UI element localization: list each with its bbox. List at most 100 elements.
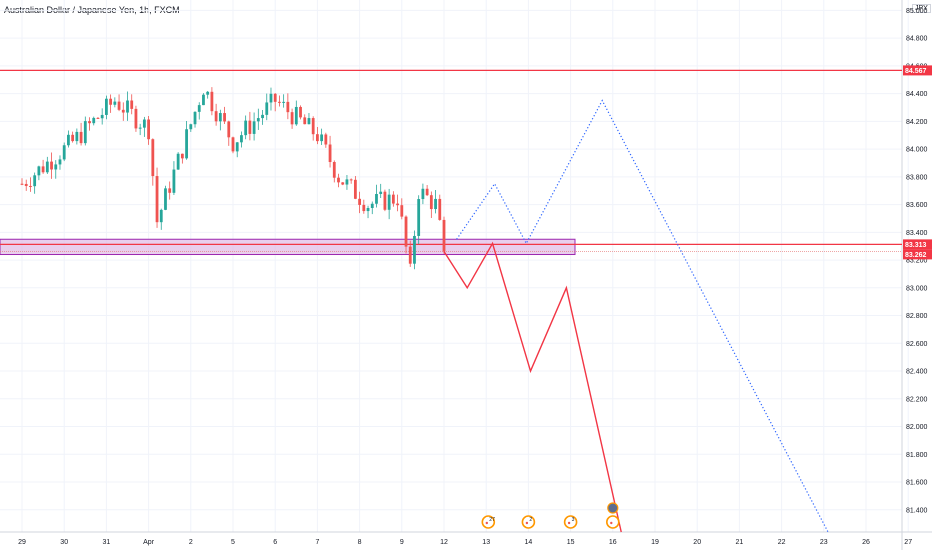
x-tick-label: 21: [736, 539, 744, 546]
candle-body: [180, 153, 184, 159]
y-tick-label: 84.800: [906, 36, 928, 43]
event-icon-dot: [485, 521, 489, 525]
candle-body: [269, 93, 273, 103]
candle-body: [227, 121, 231, 138]
price-tag: [903, 249, 932, 260]
candle-body: [235, 142, 239, 152]
price-tag-label: 83.313: [905, 242, 927, 249]
candle-body: [438, 198, 442, 220]
candle-body: [159, 209, 163, 223]
candle-body: [193, 111, 197, 125]
y-tick-label: 84.200: [906, 119, 928, 126]
candle-body: [286, 101, 290, 113]
candle-body: [37, 166, 41, 176]
x-tick-label: 2: [189, 539, 193, 546]
candle-body: [117, 101, 121, 110]
candle-body: [214, 111, 218, 122]
candle-body: [417, 199, 421, 236]
candle-body: [421, 188, 425, 200]
y-tick-label: 82.800: [906, 313, 928, 320]
candle-body: [316, 134, 319, 142]
candle-body: [206, 91, 210, 95]
event-label: 27: [489, 517, 495, 523]
candle-body: [20, 183, 24, 185]
candle-body: [240, 135, 243, 143]
support-zone: [0, 238, 576, 256]
candle-body: [345, 179, 349, 185]
y-tick-label: 82.600: [906, 341, 928, 348]
event-icon: [481, 515, 496, 529]
candle-body: [261, 114, 264, 119]
candle-body: [79, 131, 83, 144]
candle-body: [248, 120, 252, 134]
event-label: 3: [572, 517, 575, 523]
candle-body: [278, 101, 281, 103]
candle-body: [33, 175, 37, 187]
candle-body: [366, 208, 370, 212]
candle-body: [290, 112, 294, 125]
x-tick-label: 22: [778, 539, 786, 546]
candle-body: [328, 144, 332, 163]
x-tick-label: 27: [904, 539, 912, 546]
candle-body: [50, 161, 53, 170]
y-tick-label: 82.000: [906, 424, 928, 431]
y-tick-label: 83.800: [906, 174, 928, 181]
projection-solid: [443, 241, 622, 533]
currency-label[interactable]: JPY: [912, 4, 931, 13]
candle-body: [121, 109, 125, 113]
candle-body: [134, 108, 138, 129]
x-tick-label: 31: [103, 539, 111, 546]
y-tick-label: 84.000: [906, 147, 928, 154]
x-tick-label: 15: [567, 539, 575, 546]
candle-body: [256, 118, 260, 122]
candle-body: [294, 106, 298, 125]
candle-body: [168, 188, 172, 193]
candle-body: [362, 204, 366, 212]
candle-body: [379, 191, 383, 194]
candle-body: [54, 164, 58, 170]
candle-body: [252, 121, 256, 134]
candle-body: [164, 188, 167, 210]
candle-body: [370, 203, 374, 209]
candle-body: [244, 120, 248, 136]
y-tick-label: 83.200: [906, 258, 928, 265]
x-tick-label: 8: [358, 539, 362, 546]
event-icon: [605, 515, 620, 529]
candle-body: [299, 106, 302, 118]
x-tick-label: 7: [315, 539, 319, 546]
candle-body: [176, 153, 180, 170]
event-icon-extra: [607, 502, 619, 514]
y-tick-label: 81.800: [906, 452, 928, 459]
candle-body: [138, 127, 142, 129]
candle-body: [29, 185, 32, 187]
candle-body: [349, 179, 353, 181]
candle-body: [375, 193, 378, 204]
y-tick-label: 81.600: [906, 480, 928, 487]
candle-body: [58, 159, 62, 165]
candle-body: [391, 194, 395, 204]
event-icon-dot: [525, 521, 529, 525]
candle-body: [425, 188, 429, 196]
candle-body: [75, 131, 79, 142]
event-icon: [521, 515, 536, 529]
candle-body: [92, 117, 96, 124]
candle-body: [404, 216, 408, 247]
x-tick-label: 16: [609, 539, 617, 546]
candles: [20, 87, 446, 270]
candle-body: [109, 98, 113, 105]
candle-body: [172, 169, 176, 193]
candle-body: [223, 113, 226, 122]
candle-body: [324, 134, 328, 145]
y-tick-label: 85.000: [906, 8, 928, 15]
candle-body: [155, 176, 159, 223]
candle-body: [311, 118, 315, 135]
y-tick-label: 84.400: [906, 91, 928, 98]
x-tick-label: 12: [440, 539, 448, 546]
candle-body: [218, 113, 222, 122]
candle-body: [151, 139, 155, 177]
candle-body: [282, 101, 286, 103]
x-tick-label: 19: [651, 539, 659, 546]
y-tick-label: 83.000: [906, 285, 928, 292]
